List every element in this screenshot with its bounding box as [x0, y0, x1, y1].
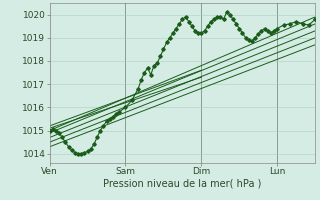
X-axis label: Pression niveau de la mer( hPa ): Pression niveau de la mer( hPa ) [103, 179, 261, 189]
